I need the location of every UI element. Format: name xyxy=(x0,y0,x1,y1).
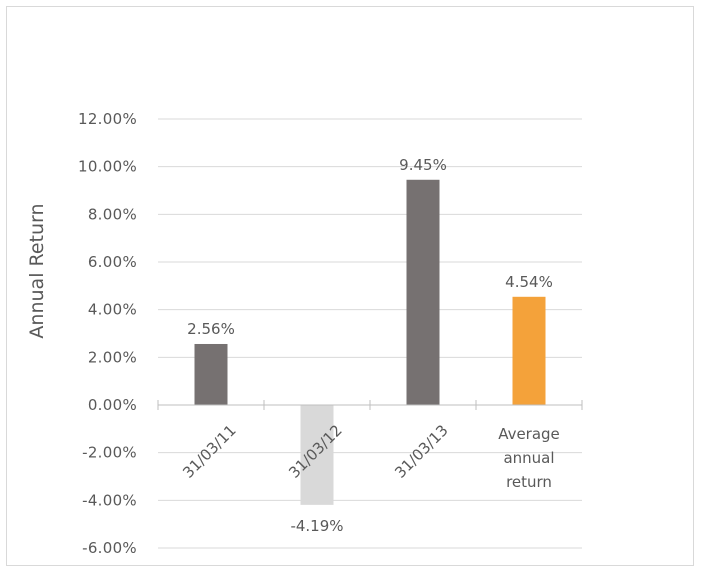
y-tick-label: 12.00% xyxy=(78,110,137,128)
category-label: 31/03/11 xyxy=(179,421,239,481)
y-tick-label: 10.00% xyxy=(78,158,137,176)
bar xyxy=(300,405,334,505)
y-tick-label: 2.00% xyxy=(88,348,137,366)
bar xyxy=(194,343,228,405)
chart-frame xyxy=(6,6,694,566)
data-labels: 2.56% -4.19% 9.45% 4.54% xyxy=(187,156,553,535)
category-label: 31/03/13 xyxy=(391,421,451,481)
data-label: 2.56% xyxy=(187,320,235,338)
category-label: Average xyxy=(498,425,560,443)
y-tick-label: 6.00% xyxy=(88,253,137,271)
data-label: -4.19% xyxy=(290,517,343,535)
y-tick-label: 0.00% xyxy=(88,396,137,414)
y-tick-label: -2.00% xyxy=(82,444,137,462)
y-axis-ticks: -6.00% -4.00% -2.00% 0.00% 2.00% 4.00% 6.00% 8.… xyxy=(78,110,137,555)
y-axis-title: Annual Return xyxy=(26,203,48,338)
category-label: return xyxy=(506,473,552,491)
gridlines xyxy=(158,118,582,549)
y-tick-label: 4.00% xyxy=(88,301,137,319)
zero-axis xyxy=(157,400,583,410)
bar xyxy=(406,179,440,405)
category-label: annual xyxy=(503,449,554,467)
bars xyxy=(194,179,546,505)
category-labels: 31/03/11 31/03/12 31/03/13 Averageannualret… xyxy=(179,421,560,491)
data-label: 4.54% xyxy=(505,273,553,291)
data-label: 9.45% xyxy=(399,156,447,174)
bar xyxy=(512,296,546,405)
y-tick-label: -6.00% xyxy=(82,539,137,555)
y-tick-label: 8.00% xyxy=(88,205,137,223)
y-tick-label: -4.00% xyxy=(82,491,137,509)
